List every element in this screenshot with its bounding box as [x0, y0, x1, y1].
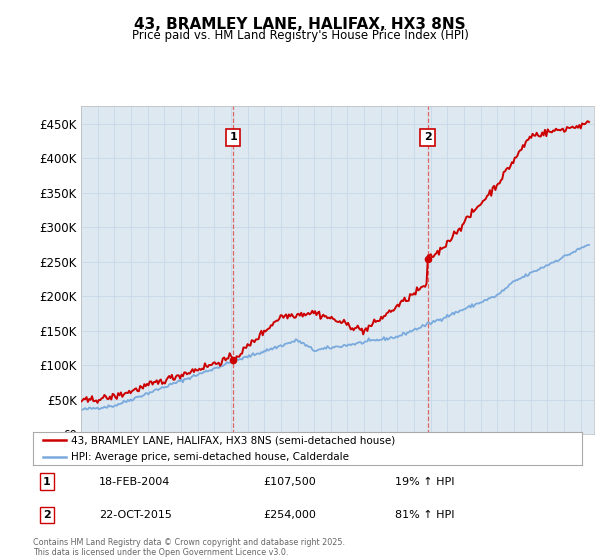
Text: 2: 2	[424, 132, 431, 142]
Text: 81% ↑ HPI: 81% ↑ HPI	[395, 510, 455, 520]
Text: HPI: Average price, semi-detached house, Calderdale: HPI: Average price, semi-detached house,…	[71, 452, 349, 461]
Text: 2: 2	[43, 510, 50, 520]
Text: 18-FEB-2004: 18-FEB-2004	[99, 477, 170, 487]
Text: Contains HM Land Registry data © Crown copyright and database right 2025.
This d: Contains HM Land Registry data © Crown c…	[33, 538, 345, 557]
Text: £107,500: £107,500	[263, 477, 316, 487]
Text: Price paid vs. HM Land Registry's House Price Index (HPI): Price paid vs. HM Land Registry's House …	[131, 29, 469, 42]
Text: 19% ↑ HPI: 19% ↑ HPI	[395, 477, 455, 487]
Text: £254,000: £254,000	[263, 510, 316, 520]
Text: 1: 1	[229, 132, 237, 142]
Text: 43, BRAMLEY LANE, HALIFAX, HX3 8NS: 43, BRAMLEY LANE, HALIFAX, HX3 8NS	[134, 17, 466, 32]
Text: 22-OCT-2015: 22-OCT-2015	[99, 510, 172, 520]
Text: 43, BRAMLEY LANE, HALIFAX, HX3 8NS (semi-detached house): 43, BRAMLEY LANE, HALIFAX, HX3 8NS (semi…	[71, 436, 395, 445]
Point	[228, 356, 238, 365]
Text: 1: 1	[43, 477, 50, 487]
Point	[423, 254, 433, 263]
